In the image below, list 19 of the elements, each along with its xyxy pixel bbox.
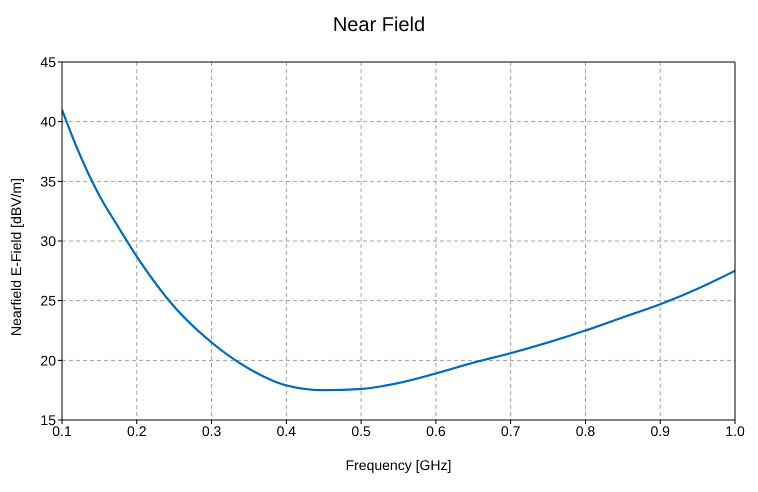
x-tick-label: 0.2 [127,422,147,439]
x-tick-label: 0.6 [426,422,446,439]
x-tick-label: 1.0 [725,422,745,439]
y-tick-label: 20 [40,352,56,368]
y-tick-label: 30 [40,232,56,249]
line-series [62,108,735,392]
x-tick-label: 0.8 [576,422,596,439]
x-tick-label: 0.4 [276,422,296,439]
x-tick-label: 0.5 [351,422,372,439]
x-tick-label: 0.9 [650,422,670,439]
y-tick-label: 40 [40,114,56,130]
chart-title: Near Field [332,14,426,37]
y-tick-label: 25 [40,292,56,309]
x-tick-label: 0.3 [202,422,222,439]
x-tick-label: 0.7 [500,422,521,439]
y-tick-label: 45 [40,54,56,70]
y-tick-label: 35 [40,173,56,190]
y-axis-title: Nearfield E-Field [dBV/m] [8,178,24,336]
x-axis-title: Frequency [GHz] [346,457,452,473]
